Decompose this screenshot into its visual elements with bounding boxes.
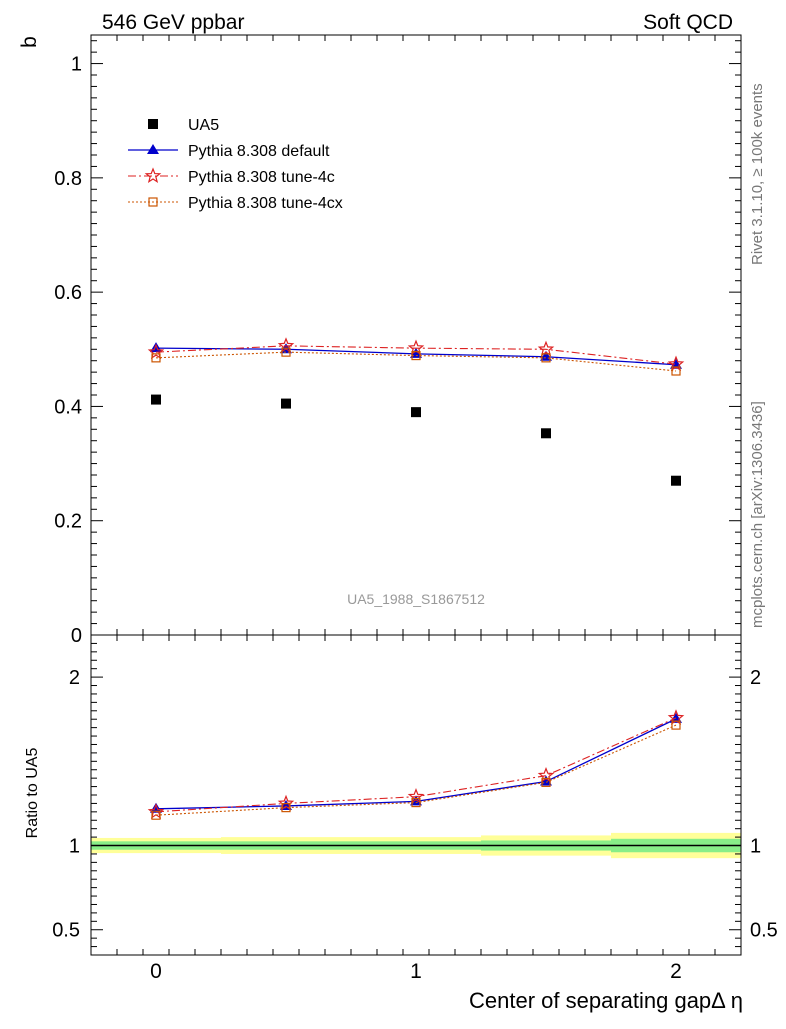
ua5-point	[281, 398, 291, 409]
legend-label-1: Pythia 8.308 default	[188, 143, 330, 160]
bottom-y-tick-label-right: 0.5	[750, 920, 778, 942]
bottom-panel-frame	[90, 634, 742, 956]
top-y-tick-label: 1	[71, 54, 82, 76]
watermark-label: UA5_1988_S1867512	[347, 591, 485, 607]
header-right: Soft QCD	[643, 11, 733, 34]
series-point-2	[277, 337, 295, 353]
series-line-2	[155, 345, 677, 365]
ratio-point-1	[277, 794, 295, 811]
bottom-y-tick-label-right: 1	[750, 836, 761, 858]
header-left: 546 GeV ppbar	[102, 11, 244, 34]
bottom-y-tick-label-left: 0.5	[52, 920, 80, 942]
ratio-point-1	[407, 788, 425, 804]
series-point-3	[151, 353, 161, 363]
rivet-label: Rivet 3.1.10, ≥ 100k events	[749, 83, 766, 265]
legend-label-3: Pythia 8.308 tune-4cx	[188, 195, 343, 212]
bottom-y-tick-label-right: 2	[750, 667, 761, 689]
top-y-tick-label: 0.6	[54, 282, 82, 304]
mcplots-label: mcplots.cern.ch [arXiv:1306.3436]	[749, 401, 766, 628]
ratio-point-2	[541, 777, 551, 787]
ratio-point-2	[151, 810, 161, 820]
bottom-y-tick-label-left: 1	[69, 836, 80, 858]
bottom-ylabel: Ratio to UA5	[24, 748, 41, 839]
series-point-3	[281, 347, 291, 357]
legend-marker-1	[147, 144, 159, 154]
x-tick-label: 2	[670, 960, 682, 983]
bottom-xlabel: Center of separating gapΔ η	[469, 988, 743, 1013]
top-y-tick-label: 0	[71, 625, 82, 647]
ratio-point-0	[150, 802, 162, 813]
ratio-point-2	[411, 797, 421, 808]
series-point-2	[537, 340, 555, 357]
legend-label-0: UA5	[188, 117, 219, 134]
bottom-y-tick-label-left: 2	[69, 667, 80, 689]
series-point-3	[411, 350, 421, 361]
legend-marker-ua5	[148, 119, 158, 129]
top-ylabel: b	[18, 36, 41, 48]
legend-marker-2	[144, 167, 162, 184]
ratio-point-2	[281, 803, 291, 813]
legend-label-2: Pythia 8.308 tune-4c	[188, 169, 335, 186]
x-tick-label: 1	[410, 960, 422, 983]
series-line-3	[155, 351, 677, 372]
ratio-line-2	[155, 724, 677, 816]
ua5-point	[671, 475, 681, 486]
series-point-3	[671, 366, 681, 376]
series-point-3	[541, 353, 551, 363]
ua5-point	[411, 407, 421, 418]
top-y-tick-label: 0.2	[54, 511, 82, 533]
top-y-tick-label: 0.8	[54, 168, 82, 190]
series-point-2	[147, 343, 165, 360]
legend-marker-3	[148, 197, 158, 207]
ua5-point	[151, 394, 161, 405]
x-tick-label: 0	[150, 960, 162, 983]
ua5-point	[541, 428, 551, 439]
top-y-tick-label: 0.4	[54, 396, 82, 418]
ratio-line-0	[155, 718, 677, 810]
ratio-line-1	[155, 717, 677, 813]
ratio-point-2	[671, 720, 681, 730]
